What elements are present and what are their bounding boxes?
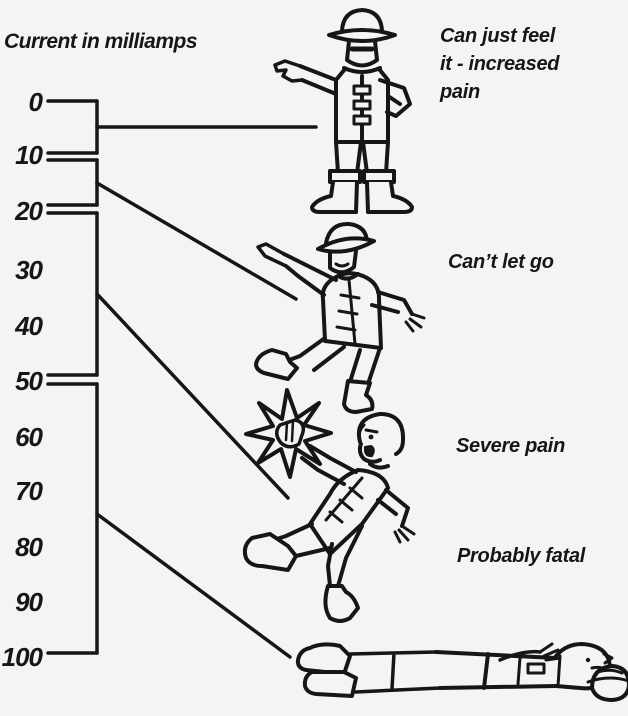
fireman-standing-pointing-icon [273, 8, 414, 214]
fireman-losing-balance-icon [254, 221, 426, 414]
leader-20-50 [95, 292, 290, 500]
fireman-shocked-starburst-icon [242, 388, 416, 623]
tick-label-70: 70 [15, 476, 43, 506]
leader-10-20 [95, 181, 298, 301]
tick-label-50: 50 [15, 366, 43, 396]
page-title: Current in milliamps [4, 30, 198, 53]
effect-label-severe-pain: Severe pain [456, 435, 565, 457]
fallen-helmet-icon [590, 664, 628, 702]
effect-label-cant-let-go: Can’t let go [448, 251, 554, 273]
tick-label-0: 0 [28, 87, 43, 117]
tick-label-60: 60 [15, 422, 43, 452]
tick-label-10: 10 [15, 140, 43, 170]
tick-label-80: 80 [15, 532, 43, 562]
tick-label-40: 40 [15, 311, 43, 341]
tick-label-90: 90 [15, 587, 43, 617]
effect-label-probably-fatal: Probably fatal [457, 545, 586, 567]
tick-label-100: 100 [1, 642, 43, 672]
effect-label-can-just-feel-it: Can just feel it - increased pain [440, 25, 560, 103]
scale-ticks [46, 99, 99, 655]
fireman-lying-flat-icon [295, 642, 628, 702]
leader-50-100 [95, 512, 292, 659]
tick-label-30: 30 [15, 255, 43, 285]
leader-lines [95, 125, 318, 659]
tick-label-20: 20 [15, 196, 43, 226]
